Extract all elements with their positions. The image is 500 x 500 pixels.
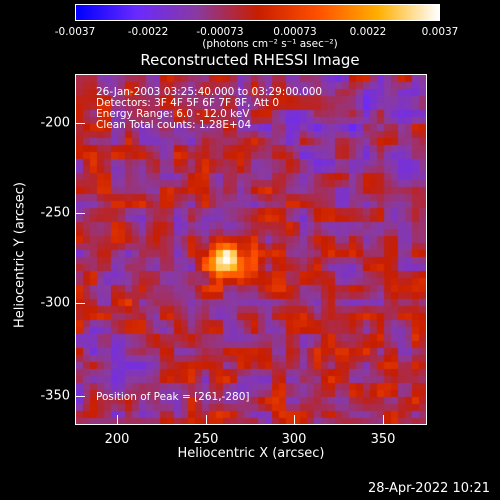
colorbar-tick-label: -0.0037 (54, 26, 96, 38)
colorbar-tick-label: 0.0037 (421, 26, 459, 38)
detectors-annotation: Detectors: 3F 4F 5F 6F 7F 8F, Att 0 (96, 97, 280, 109)
plot-title: Reconstructed RHESSI Image (140, 51, 360, 69)
y-tick-label: -200 (40, 115, 70, 131)
x-tick-mark (294, 415, 295, 425)
y-tick-label: -350 (40, 388, 70, 404)
x-axis-label: Heliocentric X (arcsec) (177, 446, 325, 461)
y-axis-label: Heliocentric Y (arcsec) (12, 182, 28, 328)
y-tick-label: -300 (40, 295, 70, 311)
x-tick-label: 200 (104, 432, 130, 447)
x-tick-mark (117, 415, 118, 425)
colorbar-tick-label: -0.0022 (127, 26, 169, 38)
heatmap-image (76, 75, 426, 424)
colorbar-tick-label: 0.0022 (349, 26, 387, 38)
colorbar-tick-label: 0.00073 (273, 26, 317, 38)
time-range-annotation: 26-Jan-2003 03:25:40.000 to 03:29:00.000 (96, 86, 323, 98)
colorbar-units-label: (photons cm⁻² s⁻¹ asec⁻²) (202, 38, 338, 50)
x-tick-mark (383, 415, 384, 425)
x-tick-label: 350 (370, 432, 396, 447)
clean-counts-annotation: Clean Total counts: 1.28E+04 (96, 119, 252, 131)
peak-position-annotation: Position of Peak = [261,-280] (96, 391, 250, 403)
y-tick-mark (75, 123, 85, 124)
y-tick-label: -250 (40, 205, 70, 221)
y-tick-mark (75, 213, 85, 214)
x-tick-label: 250 (193, 432, 219, 447)
date-stamp: 28-Apr-2022 10:21 (368, 481, 490, 496)
colorbar (75, 4, 440, 21)
y-tick-mark (75, 303, 85, 304)
colorbar-gradient (76, 5, 439, 20)
x-tick-mark (206, 415, 207, 425)
energy-range-annotation: Energy Range: 6.0 - 12.0 keV (96, 108, 250, 120)
heatmap-plot: 26-Jan-2003 03:25:40.000 to 03:29:00.000… (75, 74, 427, 425)
x-tick-label: 300 (281, 432, 307, 447)
y-tick-mark (75, 396, 85, 397)
colorbar-tick-label: -0.00073 (196, 26, 244, 38)
